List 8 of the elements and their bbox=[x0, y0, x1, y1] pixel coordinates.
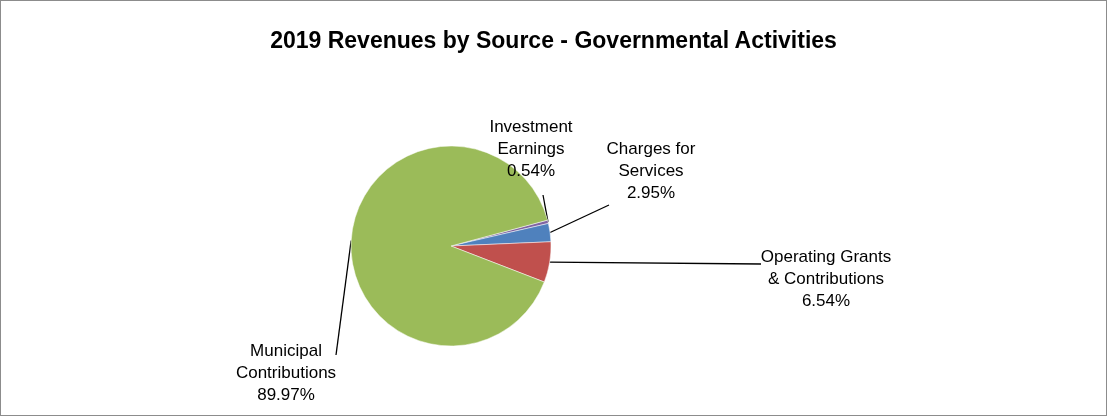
data-label: 6.54% bbox=[801, 291, 851, 310]
slice-label: Investment Earnings bbox=[489, 117, 573, 158]
data-label: 89.97% bbox=[257, 385, 315, 404]
slice-label: Operating Grants & Contributions bbox=[760, 247, 892, 288]
slice-label: Charges for Services bbox=[606, 139, 696, 180]
chart-title: 2019 Revenues by Source - Governmental Activities bbox=[270, 27, 837, 53]
data-label: 2.95% bbox=[626, 183, 676, 202]
slice-label: Municipal Contributions bbox=[235, 341, 337, 382]
